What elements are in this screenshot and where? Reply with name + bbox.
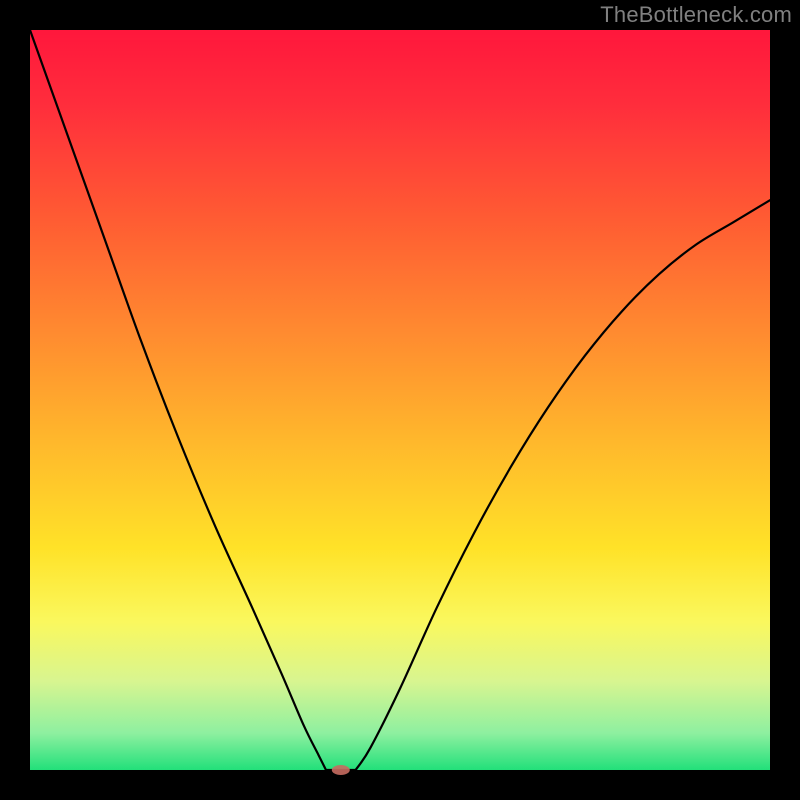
- bottleneck-chart: [0, 0, 800, 800]
- chart-container: TheBottleneck.com: [0, 0, 800, 800]
- optimal-point-marker: [332, 765, 350, 775]
- watermark-text: TheBottleneck.com: [600, 2, 792, 28]
- chart-background: [30, 30, 770, 770]
